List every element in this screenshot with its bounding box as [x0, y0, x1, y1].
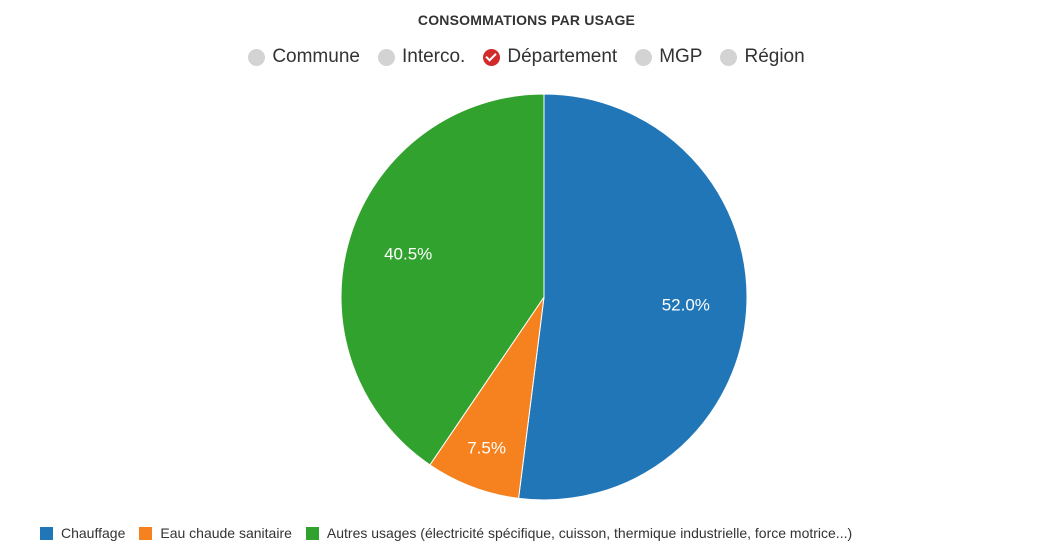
- legend-item-autres-usages[interactable]: Autres usages (électricité spécifique, c…: [305, 525, 853, 541]
- pie-slice-chauffage[interactable]: [517, 93, 748, 501]
- radio-icon[interactable]: [720, 48, 738, 66]
- scope-option-commune[interactable]: Commune: [248, 46, 360, 68]
- scope-option-departement[interactable]: Département: [483, 46, 617, 68]
- scope-option-interco[interactable]: Interco.: [377, 46, 466, 68]
- scope-option-label: Région: [744, 46, 805, 67]
- legend-label: Autres usages (électricité spécifique, c…: [326, 525, 853, 541]
- legend-swatch: [139, 526, 153, 540]
- legend-label: Chauffage: [61, 525, 126, 541]
- pie-data-label-eau-chaude-sanitaire: 7.5%: [467, 438, 506, 457]
- chart-legend: Chauffage Eau chaude sanitaire Autres us…: [40, 525, 852, 541]
- scope-option-label: MGP: [659, 46, 703, 67]
- legend-item-eau-chaude[interactable]: Eau chaude sanitaire: [139, 525, 292, 541]
- legend-label: Eau chaude sanitaire: [160, 525, 292, 541]
- pie-data-label-autres-usages: 40.5%: [384, 245, 432, 264]
- radio-icon[interactable]: [635, 48, 653, 66]
- legend-swatch: [305, 526, 319, 540]
- scope-option-label: Commune: [272, 46, 360, 67]
- scope-selector: Commune Interco. Département MGP Région: [0, 46, 1053, 68]
- pie-chart: 52.0% 7.5% 40.5%: [340, 93, 748, 501]
- radio-icon[interactable]: [377, 48, 395, 66]
- pie-data-label-chauffage: 52.0%: [662, 295, 710, 314]
- legend-swatch: [40, 526, 53, 540]
- scope-option-label: Interco.: [401, 46, 466, 67]
- pie-slice-eau-chaude-sanitaire[interactable]: [429, 296, 545, 499]
- scope-option-label: Département: [507, 46, 618, 67]
- pie-slice-autres-usages[interactable]: [340, 93, 545, 466]
- scope-option-mgp[interactable]: MGP: [635, 46, 702, 68]
- radio-checked-icon[interactable]: [483, 48, 501, 66]
- legend-item-chauffage[interactable]: Chauffage: [40, 525, 125, 541]
- radio-icon[interactable]: [248, 48, 266, 66]
- scope-option-region[interactable]: Région: [720, 46, 805, 68]
- chart-title: CONSOMMATIONS PAR USAGE: [417, 12, 636, 28]
